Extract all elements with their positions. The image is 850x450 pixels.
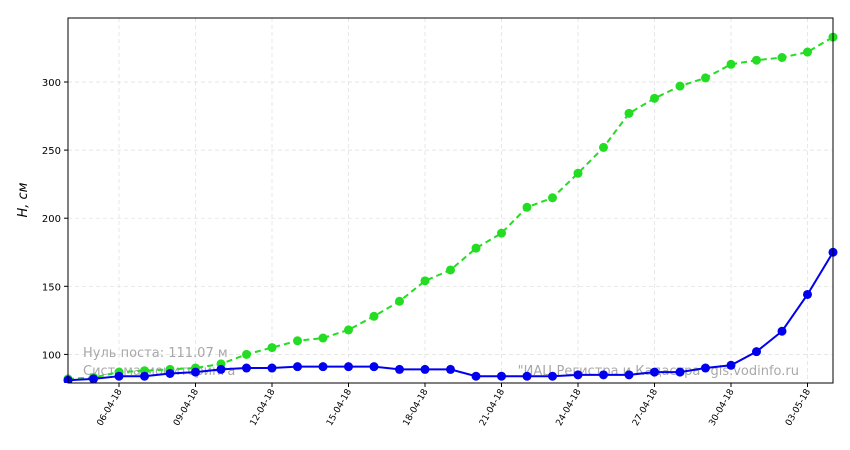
- marker: [650, 367, 659, 377]
- marker: [165, 368, 175, 378]
- marker: [242, 363, 251, 373]
- marker: [726, 360, 736, 370]
- y-tick-label: 200: [42, 214, 61, 225]
- marker: [420, 364, 430, 374]
- x-tick-label: 30-04-18: [708, 387, 737, 428]
- y-tick-label: 250: [42, 146, 61, 157]
- marker: [573, 168, 583, 178]
- marker: [803, 289, 812, 299]
- marker: [522, 371, 532, 381]
- marker: [624, 108, 634, 118]
- marker: [446, 265, 455, 275]
- marker: [114, 371, 124, 381]
- marker: [726, 59, 736, 69]
- marker: [344, 325, 353, 335]
- x-tick-label: 06-04-18: [96, 387, 125, 428]
- y-tick-label: 100: [42, 350, 61, 361]
- marker: [777, 326, 787, 336]
- marker: [471, 371, 481, 381]
- marker: [650, 93, 659, 103]
- marker: [599, 142, 608, 152]
- x-tick-label: 12-04-18: [249, 387, 278, 428]
- marker: [242, 349, 251, 359]
- marker: [267, 343, 277, 353]
- x-tick-label: 27-04-18: [631, 387, 660, 428]
- marker: [548, 193, 557, 203]
- marker: [752, 347, 761, 357]
- marker: [395, 364, 404, 374]
- marker: [344, 362, 353, 372]
- marker: [675, 367, 685, 377]
- marker: [293, 362, 302, 372]
- marker: [420, 276, 430, 286]
- marker: [701, 363, 710, 373]
- marker: [140, 371, 149, 381]
- annotation: Нуль поста: 111.07 м: [83, 346, 228, 361]
- y-axis-label: H, см: [16, 182, 31, 217]
- marker: [318, 362, 328, 372]
- marker: [701, 73, 710, 83]
- marker: [752, 55, 761, 65]
- marker: [318, 333, 328, 343]
- x-tick-label: 15-04-18: [325, 387, 354, 428]
- plot-area: [63, 32, 838, 383]
- marker: [777, 52, 787, 62]
- marker: [369, 311, 379, 321]
- plot-frame: [67, 17, 834, 384]
- x-tick-label: 24-04-18: [555, 387, 584, 428]
- marker: [369, 362, 379, 372]
- x-tick-label: 09-04-18: [172, 387, 201, 428]
- marker: [548, 371, 557, 381]
- marker: [267, 363, 277, 373]
- marker: [89, 374, 98, 383]
- y-tick-label: 300: [42, 78, 61, 89]
- marker: [216, 364, 226, 374]
- marker: [522, 202, 532, 212]
- y-tick-label: 150: [42, 282, 61, 293]
- marker: [599, 370, 608, 380]
- marker: [624, 370, 634, 380]
- marker: [446, 364, 455, 374]
- x-tick-label: 18-04-18: [402, 387, 431, 428]
- marker: [497, 228, 506, 238]
- x-tick-label: 21-04-18: [478, 387, 507, 428]
- marker: [293, 336, 302, 346]
- marker: [497, 371, 506, 381]
- series-line: [67, 36, 834, 380]
- marker: [471, 243, 481, 253]
- marker: [395, 296, 404, 306]
- marker: [573, 370, 583, 380]
- marker: [803, 47, 812, 57]
- x-tick-label: 03-05-18: [784, 387, 813, 428]
- marker: [675, 81, 685, 91]
- marker: [191, 367, 200, 377]
